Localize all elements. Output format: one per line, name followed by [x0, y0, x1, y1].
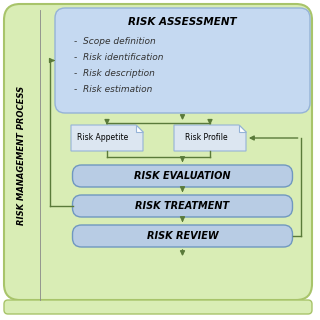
Text: Risk Profile: Risk Profile — [185, 133, 227, 142]
Polygon shape — [136, 125, 143, 132]
Text: -: - — [73, 69, 76, 78]
Polygon shape — [239, 125, 246, 132]
Text: -: - — [73, 85, 76, 94]
Text: Risk estimation: Risk estimation — [83, 85, 152, 94]
Text: -: - — [73, 53, 76, 62]
Text: RISK TREATMENT: RISK TREATMENT — [135, 201, 229, 211]
Text: Risk identification: Risk identification — [83, 53, 164, 62]
FancyBboxPatch shape — [4, 300, 312, 314]
Text: RISK REVIEW: RISK REVIEW — [147, 231, 218, 241]
FancyBboxPatch shape — [73, 225, 292, 247]
Text: Scope definition: Scope definition — [83, 37, 156, 46]
FancyBboxPatch shape — [55, 8, 310, 113]
Text: -: - — [73, 37, 76, 46]
Polygon shape — [174, 125, 246, 151]
FancyBboxPatch shape — [4, 4, 312, 300]
FancyBboxPatch shape — [73, 165, 292, 187]
Polygon shape — [71, 125, 143, 151]
FancyBboxPatch shape — [73, 195, 292, 217]
Text: RISK MANAGEMENT PROCESS: RISK MANAGEMENT PROCESS — [18, 85, 27, 225]
Text: RISK ASSESSMENT: RISK ASSESSMENT — [128, 17, 237, 27]
Text: Risk Appetite: Risk Appetite — [77, 133, 129, 142]
Text: RISK EVALUATION: RISK EVALUATION — [134, 171, 231, 181]
Text: Risk description: Risk description — [83, 69, 155, 78]
